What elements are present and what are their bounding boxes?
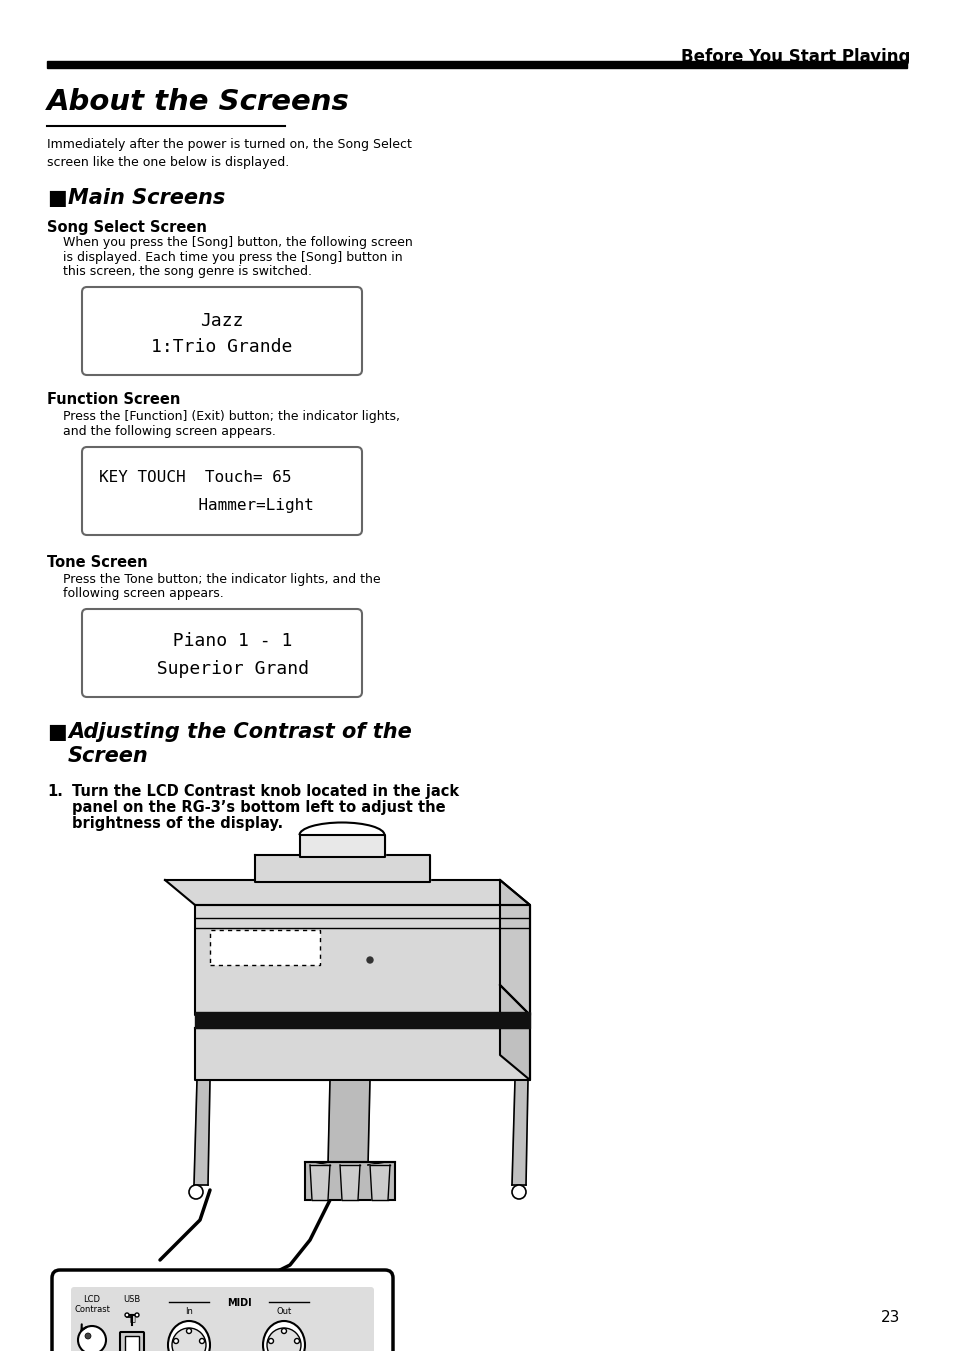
Text: USB: USB — [123, 1296, 140, 1304]
Polygon shape — [194, 905, 530, 1015]
Text: Out: Out — [276, 1306, 292, 1316]
Bar — [47, 61, 906, 68]
Text: Tone Screen: Tone Screen — [47, 555, 148, 570]
Circle shape — [281, 1328, 286, 1333]
Text: and the following screen appears.: and the following screen appears. — [47, 424, 275, 438]
Text: this screen, the song genre is switched.: this screen, the song genre is switched. — [47, 265, 312, 278]
Text: Screen: Screen — [68, 746, 149, 766]
Polygon shape — [512, 1079, 527, 1185]
Polygon shape — [328, 1079, 370, 1165]
Text: Press the Tone button; the indicator lights, and the: Press the Tone button; the indicator lig… — [47, 573, 380, 586]
Text: Before You Start Playing: Before You Start Playing — [679, 49, 909, 66]
Circle shape — [78, 1325, 106, 1351]
Circle shape — [125, 1313, 129, 1317]
FancyBboxPatch shape — [52, 1270, 393, 1351]
Text: ■: ■ — [47, 721, 67, 742]
Polygon shape — [339, 1165, 359, 1200]
Circle shape — [172, 1328, 206, 1351]
Circle shape — [189, 1185, 203, 1198]
Text: Function Screen: Function Screen — [47, 392, 180, 407]
Text: KEY TOUCH  Touch= 65: KEY TOUCH Touch= 65 — [99, 470, 292, 485]
Text: In: In — [185, 1306, 193, 1316]
Polygon shape — [499, 880, 530, 1015]
Text: When you press the [Song] button, the following screen: When you press the [Song] button, the fo… — [47, 236, 413, 249]
Ellipse shape — [263, 1321, 305, 1351]
FancyBboxPatch shape — [120, 1332, 144, 1351]
Text: Adjusting the Contrast of the: Adjusting the Contrast of the — [68, 721, 412, 742]
Circle shape — [294, 1339, 299, 1343]
Polygon shape — [370, 1165, 390, 1200]
Circle shape — [367, 957, 373, 963]
FancyBboxPatch shape — [82, 609, 361, 697]
Text: brightness of the display.: brightness of the display. — [71, 816, 283, 831]
Text: 1:Trio Grande: 1:Trio Grande — [152, 338, 293, 357]
Text: Press the [Function] (Exit) button; the indicator lights,: Press the [Function] (Exit) button; the … — [47, 409, 399, 423]
Circle shape — [173, 1339, 178, 1343]
Polygon shape — [194, 1012, 530, 1028]
Text: MIDI: MIDI — [227, 1298, 251, 1308]
Polygon shape — [165, 880, 530, 905]
Text: ■: ■ — [47, 188, 67, 208]
Text: Turn the LCD Contrast knob located in the jack: Turn the LCD Contrast knob located in th… — [71, 784, 458, 798]
FancyBboxPatch shape — [71, 1288, 374, 1351]
Circle shape — [186, 1328, 192, 1333]
Circle shape — [268, 1339, 274, 1343]
FancyBboxPatch shape — [82, 447, 361, 535]
Polygon shape — [193, 1079, 210, 1185]
Circle shape — [135, 1313, 139, 1317]
Ellipse shape — [168, 1321, 210, 1351]
Bar — [210, 929, 319, 965]
Text: ⭐: ⭐ — [129, 1312, 134, 1323]
FancyBboxPatch shape — [82, 286, 361, 376]
Text: Superior Grand: Superior Grand — [135, 661, 309, 678]
Text: Hammer=Light: Hammer=Light — [131, 499, 314, 513]
Polygon shape — [310, 1165, 330, 1200]
Circle shape — [85, 1333, 91, 1339]
Polygon shape — [499, 985, 530, 1079]
Text: Immediately after the power is turned on, the Song Select
screen like the one be: Immediately after the power is turned on… — [47, 138, 412, 169]
Text: Song Select Screen: Song Select Screen — [47, 220, 207, 235]
FancyBboxPatch shape — [305, 1162, 395, 1200]
Polygon shape — [299, 835, 385, 857]
Text: 23: 23 — [880, 1310, 899, 1325]
Circle shape — [512, 1185, 525, 1198]
Polygon shape — [254, 855, 430, 882]
Text: 1.: 1. — [47, 784, 63, 798]
Text: Jazz: Jazz — [200, 312, 244, 330]
Text: following screen appears.: following screen appears. — [47, 588, 224, 600]
Text: Main Screens: Main Screens — [68, 188, 225, 208]
Text: panel on the RG-3’s bottom left to adjust the: panel on the RG-3’s bottom left to adjus… — [71, 800, 445, 815]
Bar — [125, 1336, 139, 1351]
Polygon shape — [194, 1028, 530, 1079]
Text: LCD
Contrast: LCD Contrast — [74, 1296, 110, 1315]
Circle shape — [267, 1328, 301, 1351]
Circle shape — [199, 1339, 204, 1343]
Text: About the Screens: About the Screens — [47, 88, 350, 116]
Text: is displayed. Each time you press the [Song] button in: is displayed. Each time you press the [S… — [47, 250, 402, 263]
Text: Piano 1 - 1: Piano 1 - 1 — [152, 632, 293, 650]
